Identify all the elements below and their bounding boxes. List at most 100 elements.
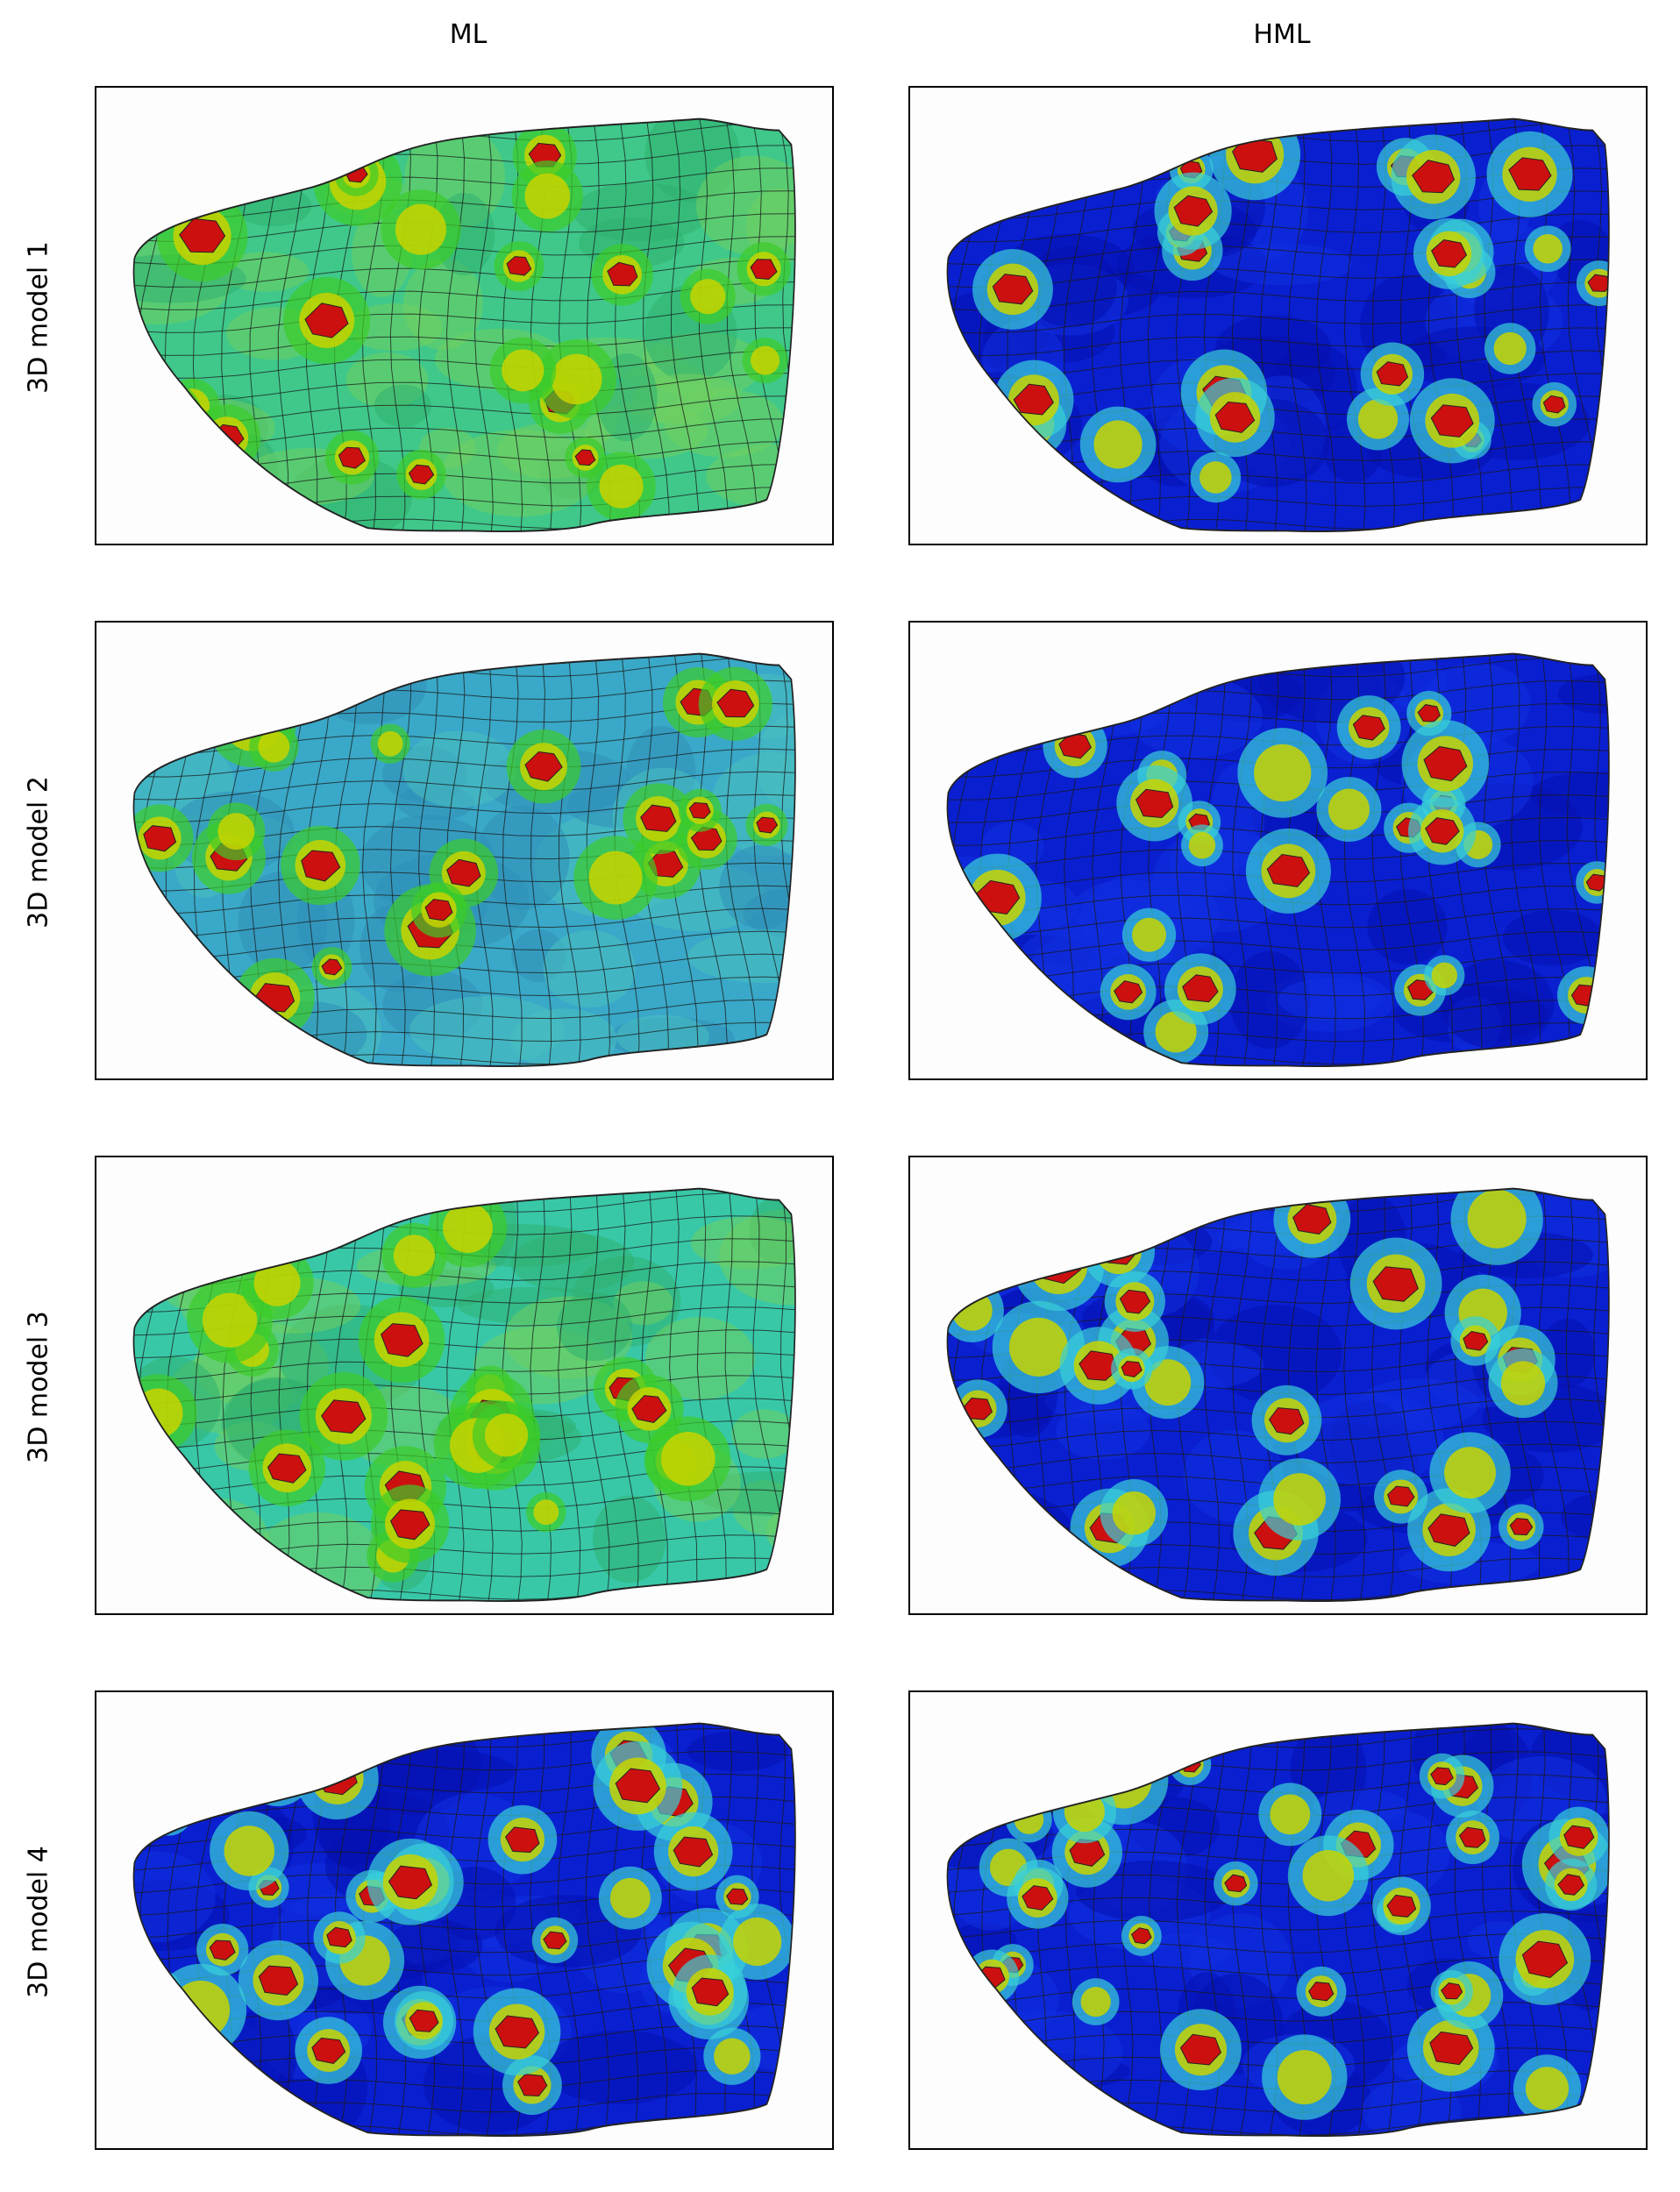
mesh-line [133,771,795,801]
mesh-line [1644,1692,1646,2148]
hotspot-core [150,1982,172,2000]
hotspot-core [301,850,341,882]
hotspot-ring [254,1747,301,1794]
mesh-line [1232,653,1252,1067]
hotspot-ring [1144,1359,1192,1406]
hotspot-ring [202,1292,258,1348]
contour-patch [765,1507,795,1556]
hotspot-core [1372,1266,1419,1302]
mesh-line [133,1188,146,1602]
contour-patch [1502,909,1603,966]
hotspot-halo [164,378,220,434]
hotspot-core [1078,1350,1118,1381]
mesh-line [502,653,523,1067]
surface-outline [946,1187,1610,1602]
contour-patch [409,996,565,1064]
mesh-line [1585,118,1609,532]
hotspot-core [189,680,214,699]
mesh-line [361,653,385,1067]
contour-patch [632,374,741,424]
surface-outline [132,117,796,532]
hotspot-core [1266,853,1311,887]
contour-patch [133,1725,239,1811]
hotspot-core [381,1323,424,1357]
panel-model-2-ml [95,621,834,1080]
hotspot-core [1542,395,1566,414]
hotspot-core [1182,974,1219,1003]
contour-patch [710,752,795,857]
mesh-line [445,118,466,532]
hotspot-halo [193,404,261,472]
panel-model-4-ml [95,1690,834,2150]
hotspot-ring [502,349,545,392]
hotspot-core [311,2037,346,2065]
panel-model-4-hml [908,1690,1648,2150]
contour-patch [133,1851,216,1943]
hotspot-ring [1064,1791,1105,1833]
hotspot-core [1509,1518,1534,1536]
mesh-line [585,1188,610,1602]
surface-outline [946,1722,1610,2137]
hotspot-ring [1431,962,1458,989]
panel-model-3-hml [908,1156,1648,1615]
contour-patch [644,1317,756,1400]
hotspot-core [389,1509,431,1541]
hotspot-core [1013,383,1055,416]
hotspot-core [409,2009,439,2032]
hotspot-core [1521,1940,1569,1978]
surface-outline [132,652,796,1067]
mesh-line [910,623,932,1078]
hotspot-core [388,1865,432,1900]
hotspot-ring [133,1388,183,1438]
panel-model-3-ml [95,1156,834,1615]
hotspot-ring [377,730,403,757]
hotspot-core [1022,1885,1054,1911]
mesh-line [1287,118,1307,532]
mesh-line [666,118,700,532]
surface-outline [132,1722,796,2137]
hotspot-ring [588,850,643,905]
hotspot-core [1430,404,1474,438]
hotspot-core [179,217,226,253]
mesh-line [96,88,116,544]
hotspot-core [673,1836,714,1868]
mesh-line [772,653,795,1067]
hotspot-ring [599,464,644,509]
contour-patch [441,429,597,517]
hotspot-core [326,1926,352,1948]
contour-patch [1212,243,1353,286]
mesh-line [1343,1723,1365,2137]
hotspot-ring [1188,832,1216,859]
mesh-line [1315,118,1337,532]
hotspot-core [267,1453,307,1484]
hotspot-ring [147,1977,174,2004]
mesh-line [696,1188,727,1602]
mesh-line [947,908,1609,937]
hotspot-core [1135,788,1174,819]
hotspot-core [304,302,349,338]
hotspot-ring [733,1917,782,1967]
hotspot-core [1427,1513,1470,1547]
mesh-line [417,653,438,1067]
hotspot-ring [1467,1189,1527,1249]
mesh-line [1482,1723,1511,2137]
mesh-line [1343,118,1366,532]
hotspot-core [1376,361,1409,387]
hotspot-core [1563,1825,1595,1849]
hotspot-halo [295,1736,379,1820]
hotspot-ring [961,943,996,979]
hotspot-core [574,449,596,466]
mesh-line [947,1723,961,2137]
contour-patch [1076,1860,1232,1922]
mesh-plot [96,88,796,544]
hotspot-core [992,274,1034,305]
hotspot-core [1224,1874,1248,1893]
mesh-line [1232,1723,1253,2137]
hotspot-ring [224,1825,275,1876]
mesh-line [947,653,959,1067]
mesh-line [1639,88,1646,544]
contour-patch [1007,673,1077,733]
hotspot-core [688,801,711,820]
contour-patch [133,1783,196,1825]
mesh-line [1370,1188,1395,1602]
